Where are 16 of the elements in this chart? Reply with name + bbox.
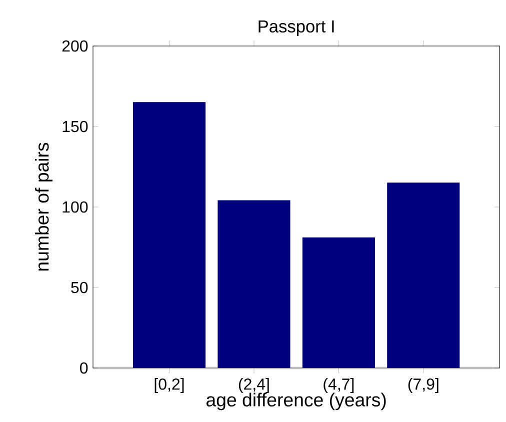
y-tick-label: 100 — [62, 201, 88, 213]
x-axis-title: age difference (years) — [206, 392, 386, 410]
x-tick-label: (2,4] — [238, 378, 269, 393]
bar — [387, 182, 460, 368]
y-tick-label: 0 — [80, 362, 88, 374]
chart-title: Passport I — [258, 20, 334, 36]
y-tick-label: 150 — [62, 120, 88, 132]
bar — [218, 200, 290, 368]
x-tick-label: (7,9] — [408, 378, 438, 393]
y-tick-label: 200 — [62, 40, 88, 52]
bar — [302, 237, 375, 368]
x-tick-label: (4,7] — [324, 378, 354, 393]
x-tick-label: [0,2] — [154, 378, 184, 393]
y-axis-title: number of pairs — [35, 142, 52, 271]
y-tick-label: 50 — [71, 282, 88, 294]
bar — [132, 102, 206, 368]
